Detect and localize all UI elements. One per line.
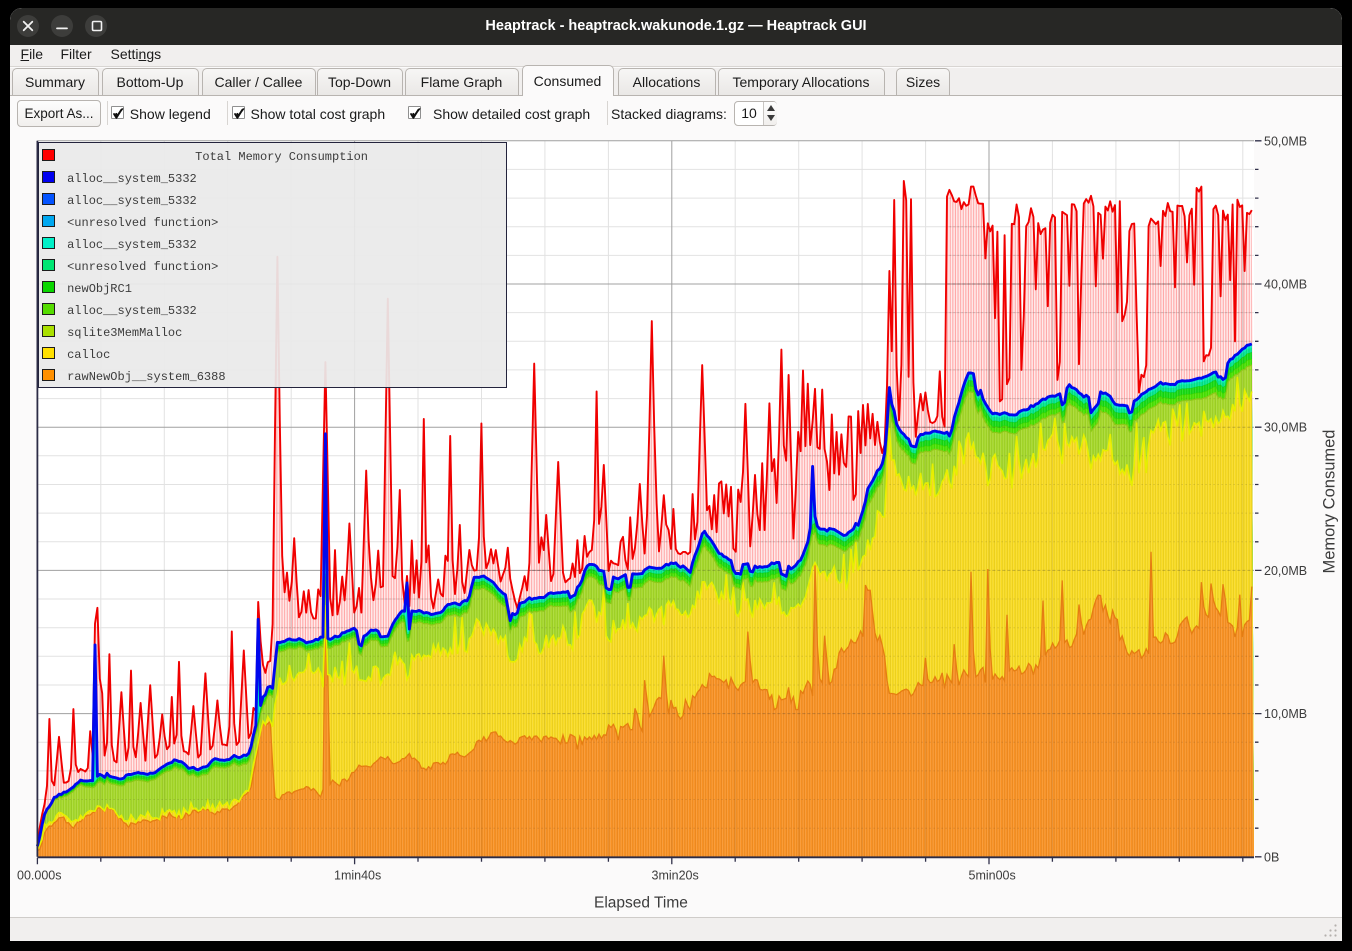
svg-text:Memory Consumed: Memory Consumed bbox=[1321, 430, 1339, 574]
svg-text:5min00s: 5min00s bbox=[969, 869, 1016, 883]
svg-text:1min40s: 1min40s bbox=[334, 869, 381, 883]
svg-text:50,0MB: 50,0MB bbox=[1264, 134, 1307, 148]
svg-text:40,0MB: 40,0MB bbox=[1264, 278, 1307, 292]
svg-text:10,0MB: 10,0MB bbox=[1264, 707, 1307, 721]
svg-text:Elapsed Time: Elapsed Time bbox=[594, 895, 688, 912]
svg-text:0B: 0B bbox=[1264, 850, 1279, 864]
svg-text:00.000s: 00.000s bbox=[17, 869, 61, 883]
svg-text:20,0MB: 20,0MB bbox=[1264, 564, 1307, 578]
svg-text:30,0MB: 30,0MB bbox=[1264, 421, 1307, 435]
svg-text:3min20s: 3min20s bbox=[652, 869, 699, 883]
